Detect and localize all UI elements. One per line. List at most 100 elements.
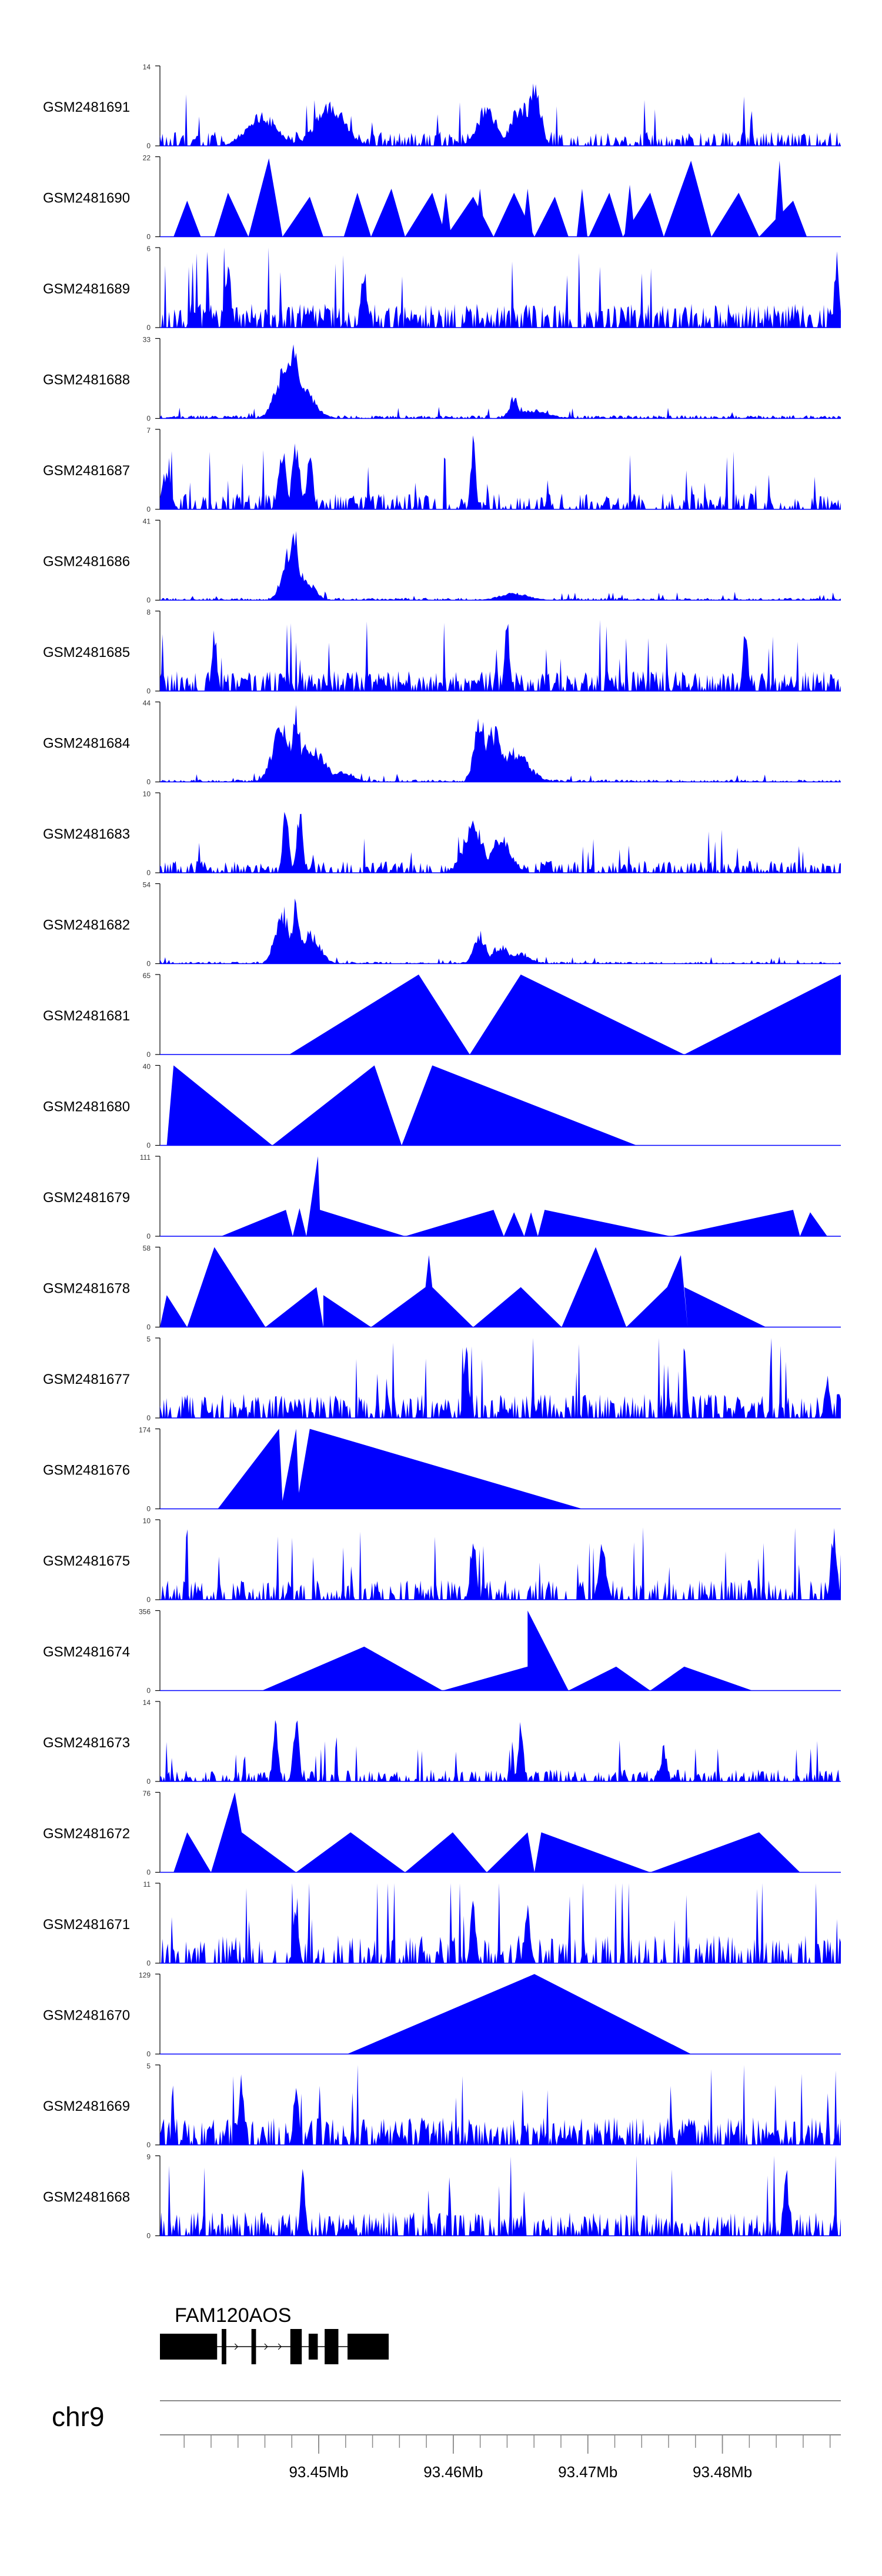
y-max-label: 7 bbox=[146, 426, 151, 435]
y-max-label: 22 bbox=[143, 154, 151, 162]
track-GSM2481683: GSM2481683 10 0 bbox=[43, 790, 841, 877]
track-label: GSM2481682 bbox=[43, 917, 130, 933]
track-GSM2481686: GSM2481686 41 0 bbox=[43, 518, 841, 605]
y-max-label: 11 bbox=[143, 1880, 151, 1888]
track-GSM2481691: GSM2481691 14 0 bbox=[43, 63, 841, 150]
y-max-label: 5 bbox=[146, 2062, 151, 2070]
coverage-area bbox=[160, 1527, 841, 1600]
y-min-label: 0 bbox=[146, 596, 151, 605]
track-GSM2481674: GSM2481674 356 0 bbox=[43, 1608, 841, 1695]
coverage-area bbox=[160, 2065, 841, 2145]
coverage-area bbox=[160, 619, 841, 691]
track-GSM2481687: GSM2481687 7 0 bbox=[43, 426, 841, 513]
track-GSM2481689: GSM2481689 6 0 bbox=[43, 245, 841, 332]
y-min-label: 0 bbox=[146, 1050, 151, 1059]
y-min-label: 0 bbox=[146, 1323, 151, 1332]
y-min-label: 0 bbox=[146, 1868, 151, 1877]
y-max-label: 6 bbox=[146, 245, 151, 253]
track-label: GSM2481690 bbox=[43, 191, 130, 206]
track-label: GSM2481678 bbox=[43, 1281, 130, 1297]
gene-exon bbox=[222, 2329, 226, 2364]
coverage-area bbox=[221, 1156, 827, 1236]
y-max-label: 356 bbox=[139, 1608, 151, 1616]
y-min-label: 0 bbox=[146, 2232, 151, 2240]
coverage-area bbox=[160, 158, 834, 237]
track-label: GSM2481684 bbox=[43, 736, 130, 752]
coverage-area bbox=[160, 812, 841, 873]
track-GSM2481670: GSM2481670 129 0 bbox=[43, 1971, 841, 2058]
coverage-area bbox=[160, 1883, 841, 1963]
track-GSM2481675: GSM2481675 10 0 bbox=[43, 1517, 841, 1604]
coverage-area bbox=[160, 2155, 841, 2236]
track-label: GSM2481673 bbox=[43, 1735, 130, 1751]
track-label: GSM2481671 bbox=[43, 1917, 130, 1933]
track-label: GSM2481670 bbox=[43, 2008, 130, 2024]
y-max-label: 129 bbox=[139, 1971, 151, 1980]
y-max-label: 111 bbox=[140, 1153, 151, 1162]
track-label: GSM2481674 bbox=[43, 1644, 130, 1660]
track-label: GSM2481687 bbox=[43, 463, 130, 479]
gene-exon bbox=[325, 2329, 339, 2364]
gene-annotation-track: FAM120AOS bbox=[160, 2304, 389, 2364]
y-min-label: 0 bbox=[146, 415, 151, 423]
y-max-label: 9 bbox=[146, 2153, 151, 2161]
track-label: GSM2481680 bbox=[43, 1099, 130, 1115]
gene-exon bbox=[160, 2334, 218, 2360]
y-max-label: 41 bbox=[143, 518, 151, 526]
coverage-spike bbox=[440, 192, 452, 237]
track-label: GSM2481691 bbox=[43, 99, 130, 115]
y-min-label: 0 bbox=[146, 687, 151, 695]
coverage-area bbox=[160, 1247, 766, 1327]
strand-arrow bbox=[278, 2343, 282, 2350]
axis-ticks: 93.45Mb 93.46Mb 93.47Mb 93.48Mb bbox=[183, 2435, 831, 2481]
track-label: GSM2481677 bbox=[43, 1372, 130, 1387]
track-label: GSM2481672 bbox=[43, 1826, 130, 1842]
y-max-label: 14 bbox=[143, 1699, 151, 1707]
y-max-label: 76 bbox=[143, 1790, 151, 1798]
y-min-label: 0 bbox=[146, 1959, 151, 1967]
y-min-label: 0 bbox=[146, 869, 151, 877]
coverage-area bbox=[160, 344, 841, 419]
track-GSM2481673: GSM2481673 14 0 bbox=[43, 1699, 841, 1786]
y-min-label: 0 bbox=[146, 1777, 151, 1786]
axis-tick-label: 93.48Mb bbox=[693, 2463, 752, 2481]
track-GSM2481677: GSM2481677 5 0 bbox=[43, 1335, 841, 1422]
y-min-label: 0 bbox=[146, 233, 151, 241]
y-min-label: 0 bbox=[146, 1687, 151, 1695]
track-GSM2481669: GSM2481669 5 0 bbox=[43, 2062, 841, 2149]
track-GSM2481671: GSM2481671 11 0 bbox=[43, 1880, 841, 1967]
y-max-label: 44 bbox=[143, 699, 151, 708]
axis-tick-label: 93.46Mb bbox=[423, 2463, 483, 2481]
track-GSM2481676: GSM2481676 174 0 bbox=[43, 1426, 841, 1513]
track-GSM2481690: GSM2481690 22 0 bbox=[43, 154, 841, 241]
track-label: GSM2481689 bbox=[43, 281, 130, 297]
gene-model bbox=[160, 2329, 389, 2364]
y-min-label: 0 bbox=[146, 1142, 151, 1150]
axis-tick-label: 93.45Mb bbox=[289, 2463, 348, 2481]
y-max-label: 14 bbox=[143, 63, 151, 71]
coverage-area bbox=[160, 83, 841, 146]
coverage-area bbox=[289, 975, 841, 1055]
coverage-tracks: GSM2481691140GSM2481690220GSM248168960GS… bbox=[43, 63, 841, 2240]
track-GSM2481668: GSM2481668 9 0 bbox=[43, 2153, 841, 2240]
y-max-label: 33 bbox=[143, 336, 151, 344]
y-min-label: 0 bbox=[146, 2141, 151, 2149]
track-GSM2481672: GSM2481672 76 0 bbox=[43, 1790, 841, 1877]
gene-exon bbox=[348, 2334, 389, 2360]
track-label: GSM2481679 bbox=[43, 1190, 130, 1206]
coverage-area bbox=[160, 898, 841, 964]
y-min-label: 0 bbox=[146, 1596, 151, 1604]
y-max-label: 10 bbox=[143, 790, 151, 798]
track-label: GSM2481685 bbox=[43, 645, 130, 660]
y-min-label: 0 bbox=[146, 2050, 151, 2058]
track-label: GSM2481681 bbox=[43, 1008, 130, 1024]
y-min-label: 0 bbox=[146, 1232, 151, 1240]
y-max-label: 40 bbox=[143, 1063, 151, 1071]
coverage-area bbox=[160, 530, 841, 600]
y-max-label: 54 bbox=[143, 881, 151, 889]
y-max-label: 58 bbox=[143, 1244, 151, 1253]
track-GSM2481688: GSM2481688 33 0 bbox=[43, 336, 841, 423]
track-label: GSM2481668 bbox=[43, 2190, 130, 2205]
y-min-label: 0 bbox=[146, 142, 151, 150]
